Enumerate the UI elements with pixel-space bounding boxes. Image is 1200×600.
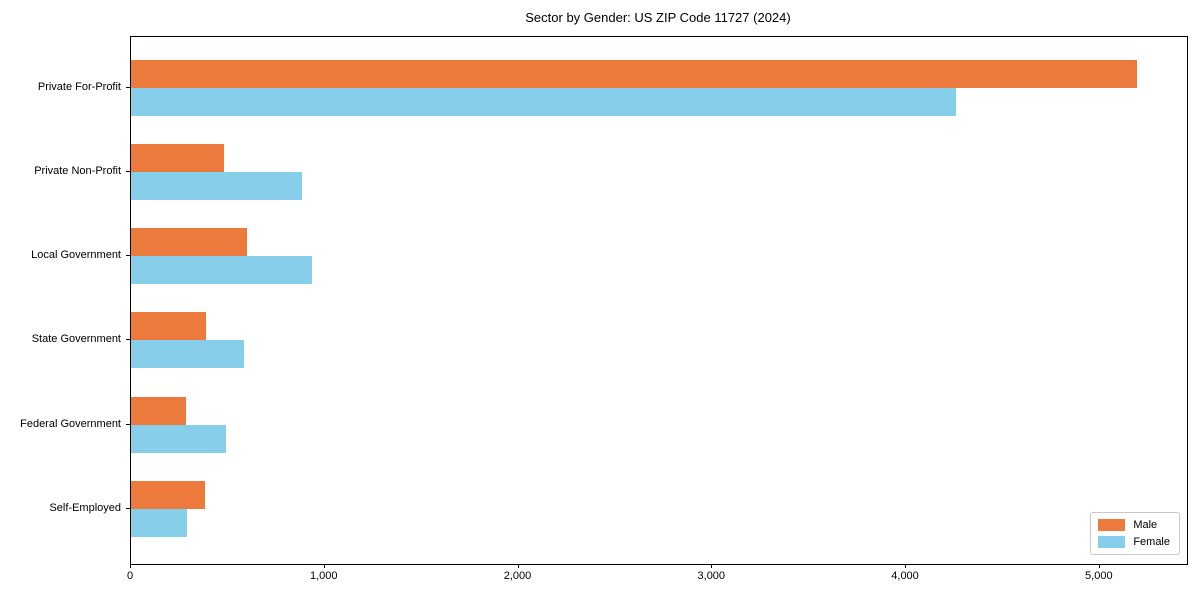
bar-male-5 [131,481,205,509]
x-tick-mark [323,564,325,568]
plot-area: Male Female [130,36,1188,565]
bar-female-5 [131,509,188,537]
x-tick-mark [1098,564,1100,568]
bar-female-3 [131,340,245,369]
y-tick-mark [126,86,131,88]
y-tick-mark [126,508,131,509]
x-tick-label: 4,000 [891,570,919,582]
x-tick-label: 5,000 [1085,570,1113,582]
y-tick-mark [126,255,131,257]
legend-swatch-male [1098,519,1126,531]
chart-title: Sector by Gender: US ZIP Code 11727 (202… [525,10,791,25]
bar-male-0 [131,59,1137,88]
bar-male-4 [131,396,187,425]
x-tick-mark [517,564,519,568]
legend-label: Female [1133,536,1170,548]
x-tick-label: 0 [126,570,134,582]
legend-swatch-female [1098,536,1126,548]
y-tick-label: State Government [31,333,121,346]
legend-item-male: Male [1098,519,1170,531]
bar-male-1 [131,143,224,172]
bar-female-4 [131,424,226,453]
bar-female-1 [131,171,302,200]
legend-item-female: Female [1098,536,1170,548]
bar-female-0 [131,87,957,116]
y-tick-mark [126,423,131,425]
legend: Male Female [1090,512,1180,555]
y-tick-mark [126,339,131,341]
bar-female-2 [131,256,313,285]
legend-label: Male [1133,519,1158,531]
x-tick-mark [130,564,131,568]
bar-male-2 [131,228,248,257]
x-tick-mark [905,564,907,568]
x-tick-label: 2,000 [503,570,532,582]
x-tick-label: 1,000 [309,570,338,582]
x-tick-mark [711,564,713,568]
y-tick-mark [126,170,131,172]
bar-male-3 [131,312,206,341]
x-tick-label: 3,000 [697,570,726,582]
y-tick-label: Private Non-Profit [34,164,121,177]
y-tick-label: Self-Employed [49,502,121,514]
y-tick-label: Local Government [31,249,121,262]
y-tick-label: Private For-Profit [37,80,121,93]
y-tick-label: Federal Government [20,417,121,430]
